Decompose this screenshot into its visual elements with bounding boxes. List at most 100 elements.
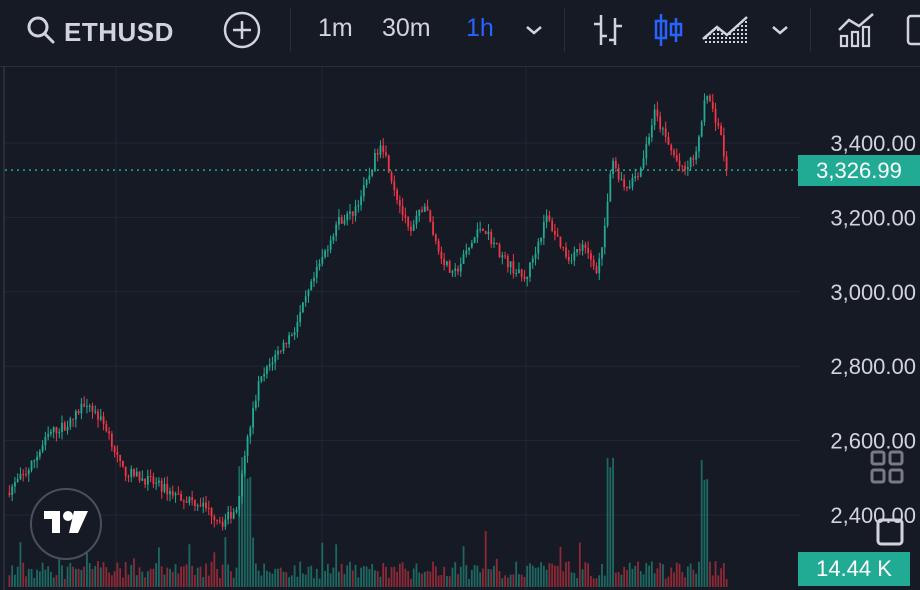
candle-body bbox=[465, 250, 468, 255]
candle-body bbox=[709, 95, 711, 102]
volume-bar bbox=[448, 576, 451, 587]
volume-bar bbox=[637, 561, 639, 587]
volume-bar bbox=[667, 576, 670, 587]
volume-bar bbox=[520, 574, 523, 587]
volume-bar bbox=[357, 577, 360, 587]
volume-bar bbox=[628, 562, 631, 587]
grid-icon bbox=[870, 450, 904, 489]
candle-body bbox=[138, 471, 141, 481]
volume-bar bbox=[158, 547, 160, 587]
volume-bar bbox=[504, 575, 506, 587]
candle-body bbox=[706, 95, 709, 101]
candle-body bbox=[506, 256, 509, 268]
candle-body bbox=[684, 165, 686, 170]
candle-body bbox=[617, 167, 620, 180]
candle-body bbox=[182, 500, 185, 502]
candle-body bbox=[169, 491, 171, 495]
price-axis-label: 2,800.00 bbox=[830, 354, 916, 379]
interval-1m[interactable]: 1m bbox=[318, 14, 353, 42]
candle-body bbox=[412, 224, 415, 231]
volume-bar bbox=[446, 576, 448, 587]
volume-bar bbox=[512, 574, 515, 587]
volume-bar bbox=[398, 563, 401, 587]
volume-bar bbox=[324, 570, 326, 587]
candle-body bbox=[457, 268, 459, 272]
candle-body bbox=[227, 511, 230, 520]
candle-body bbox=[218, 520, 221, 522]
volume-bar bbox=[224, 537, 227, 587]
volume-bar bbox=[626, 570, 628, 587]
candle-body bbox=[711, 101, 714, 109]
volume-bar bbox=[61, 565, 63, 587]
candle-body bbox=[191, 497, 194, 500]
candle-body bbox=[113, 446, 116, 453]
volume-bar bbox=[340, 563, 343, 587]
price-chart[interactable]: 3,400.00 3,200.00 3,000.00 2,800.00 2,600.00… bbox=[0, 67, 920, 590]
volume-bar bbox=[415, 563, 418, 587]
volume-bar bbox=[709, 561, 711, 587]
volume-bar bbox=[401, 562, 404, 587]
chart-style-dropdown[interactable] bbox=[766, 18, 794, 46]
interval-1h[interactable]: 1h bbox=[466, 14, 494, 42]
square-icon bbox=[875, 517, 905, 552]
volume-bar bbox=[260, 575, 263, 587]
interval-30m[interactable]: 30m bbox=[382, 14, 431, 42]
candle-body bbox=[230, 511, 232, 519]
area-style-button[interactable] bbox=[700, 12, 752, 52]
layout-grid-button[interactable] bbox=[862, 447, 912, 491]
candle-body bbox=[570, 260, 573, 262]
volume-bar bbox=[91, 568, 94, 587]
candle-body bbox=[321, 256, 324, 264]
volume-bar bbox=[678, 563, 681, 587]
volume-bar bbox=[376, 571, 379, 587]
candle-body bbox=[19, 473, 22, 480]
candle-body bbox=[277, 350, 279, 355]
volume-bar bbox=[38, 571, 41, 587]
volume-bar bbox=[689, 563, 692, 587]
volume-bar bbox=[152, 568, 155, 587]
candle-body bbox=[310, 281, 313, 291]
volume-bar bbox=[332, 567, 335, 587]
volume-bar bbox=[302, 573, 304, 587]
indicators-button[interactable] bbox=[836, 12, 876, 52]
candle-body bbox=[476, 229, 479, 238]
candle-body bbox=[695, 151, 698, 160]
volume-bar bbox=[80, 570, 83, 587]
volume-bar bbox=[105, 567, 108, 587]
volume-bar bbox=[213, 552, 216, 587]
candle-body bbox=[376, 153, 379, 155]
candle-body bbox=[404, 215, 407, 218]
candles-style-button[interactable] bbox=[648, 12, 688, 52]
symbol-search-button[interactable]: ETHUSD bbox=[26, 10, 174, 54]
candle-body bbox=[80, 403, 83, 414]
volume-bar bbox=[11, 565, 14, 587]
interval-dropdown[interactable] bbox=[520, 18, 548, 46]
candle-body bbox=[290, 335, 293, 337]
candle-body bbox=[296, 321, 299, 333]
volume-bar bbox=[482, 568, 484, 587]
compare-symbol-button[interactable] bbox=[220, 10, 264, 54]
volume-bar bbox=[612, 457, 614, 587]
maximize-button[interactable] bbox=[870, 516, 910, 552]
volume-bar bbox=[429, 571, 432, 587]
candle-body bbox=[537, 241, 540, 254]
candle-body bbox=[554, 230, 556, 235]
candle-body bbox=[601, 247, 603, 259]
tradingview-logo[interactable] bbox=[30, 488, 102, 560]
candle-body bbox=[556, 234, 559, 237]
volume-bar bbox=[266, 570, 268, 587]
volume-bar bbox=[656, 568, 659, 587]
candle-body bbox=[468, 247, 470, 251]
volume-bar bbox=[30, 568, 33, 587]
volume-bar bbox=[69, 562, 72, 587]
volume-bar bbox=[670, 567, 673, 587]
volume-bar bbox=[313, 578, 315, 587]
candle-body bbox=[346, 213, 349, 221]
volume-bar bbox=[285, 572, 288, 587]
volume-bar bbox=[77, 568, 80, 587]
volume-bar bbox=[725, 578, 728, 587]
volume-bar bbox=[299, 561, 302, 587]
candle-body bbox=[551, 220, 554, 231]
bar-style-button[interactable] bbox=[588, 12, 628, 52]
panel-button[interactable] bbox=[904, 12, 920, 52]
